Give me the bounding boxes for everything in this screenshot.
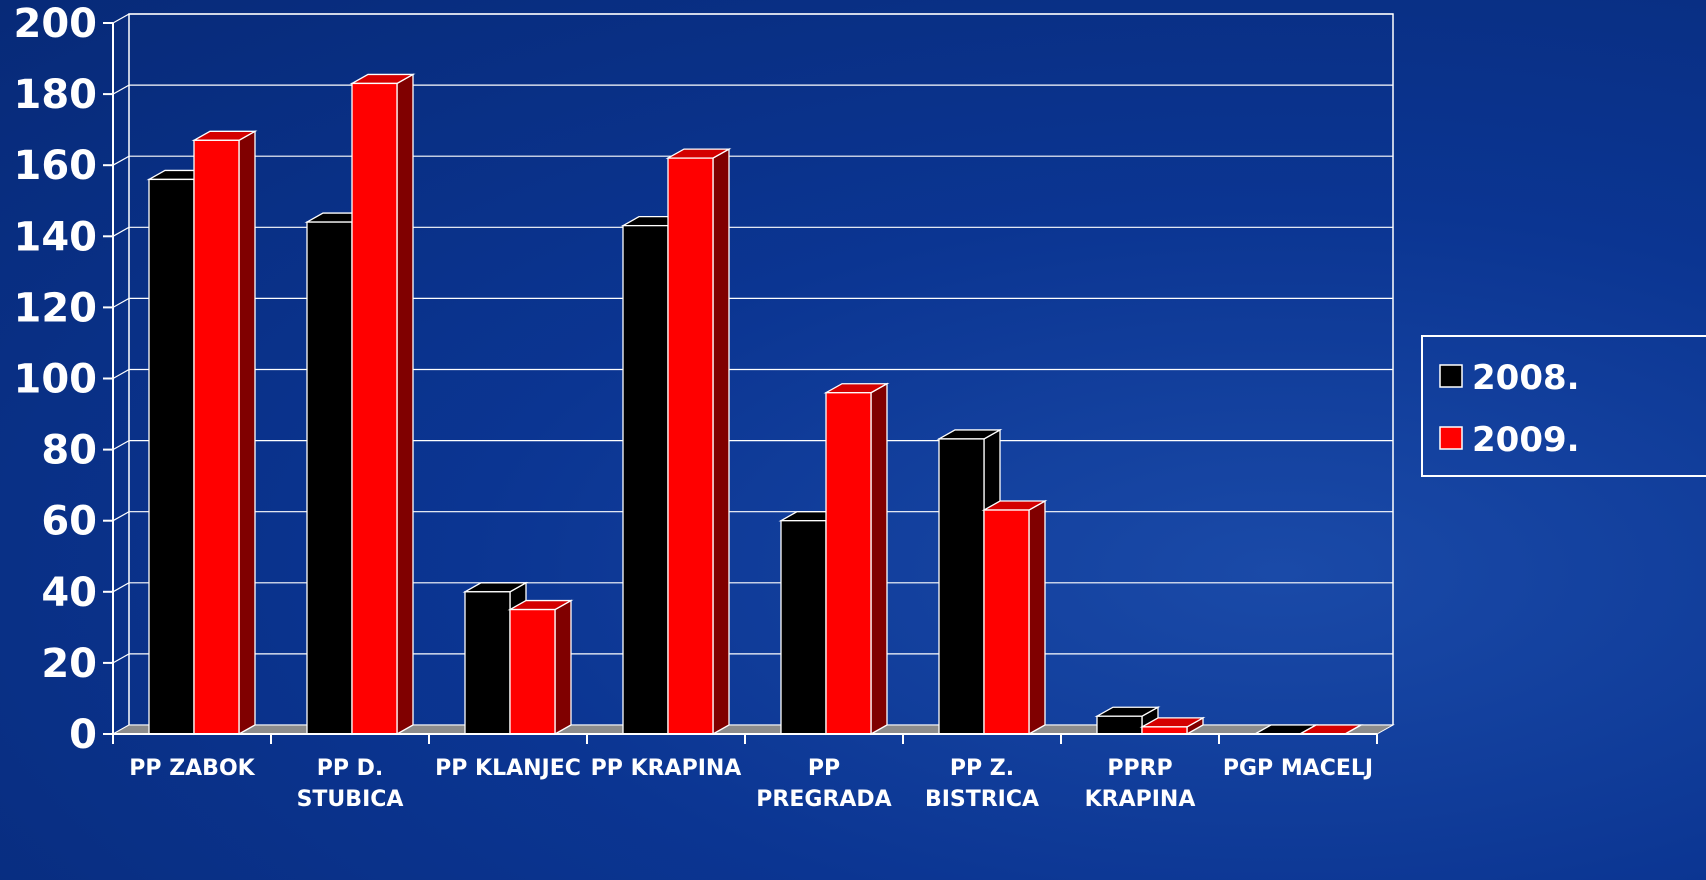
legend: 2008. 2009. [1421,335,1706,477]
y-tick-label: 140 [14,214,98,260]
legend-swatch [1439,364,1463,388]
bar-layer [146,73,1364,736]
bar-front [193,139,240,735]
gridline-side [112,155,130,166]
x-tick-label-line: PGP MACELJ [1223,756,1373,781]
x-tick-label: PP KRAPINA [591,756,742,781]
x-tick-label: PP KLANJEC [435,756,581,781]
bar-front [825,392,872,735]
gridline-side [112,511,130,522]
bar-2009.-1 [349,73,416,736]
bar-2009.-4 [823,382,890,736]
x-tick-label: PP D. STUBICA [297,756,404,812]
bar-side [1028,499,1046,736]
x-tick-label-line: PP [808,756,840,781]
y-tick-label: 60 [41,499,97,545]
bar-2009.-0 [191,130,258,736]
bar-front [148,178,195,735]
x-tick-label-line: PPRP [1107,756,1172,781]
bar-2009.-2 [507,599,574,736]
y-tick-label: 120 [14,285,98,331]
y-tick-label: 40 [41,570,97,616]
x-tick-label-line: PP ZABOK [129,756,255,781]
gridline-side [112,653,130,664]
y-tick-label: 100 [14,357,98,403]
bar-side [870,382,888,736]
x-tick-label: PP Z. BISTRICA [925,756,1039,812]
x-tick-label-line: PP KLANJEC [435,756,581,781]
gridline-side [112,13,130,24]
x-tick-label-line: KRAPINA [1085,787,1196,812]
grid-layer [111,13,1395,735]
legend-label: 2009. [1472,420,1580,460]
x-tick-label: PGP MACELJ [1223,756,1373,781]
x-tick-label: PPRP KRAPINA [1085,756,1196,812]
gridline-side [112,582,130,593]
bar-2009.-5 [981,499,1048,736]
bar-2009.-3 [665,147,732,736]
x-tick-label-line: PREGRADA [756,787,891,812]
gridline-side [112,84,130,95]
bar-front [667,157,714,735]
x-tick-label: PP ZABOK [129,756,255,781]
bar-side [396,73,414,736]
gridline-side [112,368,130,380]
y-tick-label: 0 [69,712,97,758]
gridline-side [112,226,130,237]
bar-front [509,608,556,735]
bar-side [238,130,256,736]
bar-front [938,438,985,735]
bar-side [712,147,730,736]
y-tick-label: 80 [41,428,97,474]
bar-front [780,520,827,735]
gridline-side [112,297,130,308]
bar-front [1141,726,1188,735]
x-tick-label-line: BISTRICA [925,787,1039,812]
axis-layer: 0 20 40 60 80 100 120 140 160 180 200 PP ZABOK PP D.… [14,1,1378,812]
y-tick-label: 160 [14,143,98,189]
x-tick-label-line: STUBICA [297,787,404,812]
bar-front [351,82,398,735]
x-tick-label-line: PP KRAPINA [591,756,742,781]
bar-2009.-6 [1139,716,1206,736]
legend-box [1421,335,1706,477]
bar-front [1096,715,1143,735]
y-tick-label: 180 [14,72,98,118]
legend-swatch [1439,426,1463,450]
bar-front [464,591,511,735]
y-tick-label: 20 [41,641,97,687]
x-tick-label: PP PREGRADA [756,756,891,812]
y-tick-label: 200 [14,1,98,47]
bar-front [622,224,669,735]
x-tick-label-line: PP D. [317,756,384,781]
x-tick-label-line: PP Z. [950,756,1014,781]
gridline-side [112,440,130,451]
bar-side [554,599,572,736]
bar-front [983,509,1030,735]
legend-label: 2008. [1472,358,1580,398]
bar-front [306,221,353,735]
